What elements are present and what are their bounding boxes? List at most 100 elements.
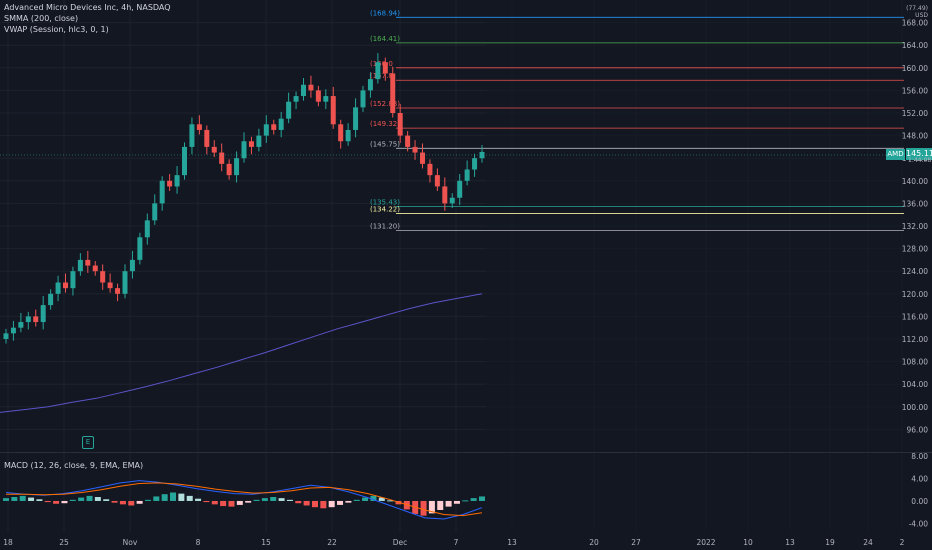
candle-body [204,129,210,147]
macd-histogram-bar [136,500,143,504]
candle-body [174,175,180,187]
price-tick-label: 152.00 [902,109,928,118]
macd-histogram-bar [278,498,285,501]
candle-body [315,90,321,102]
fib-level-label: (145.75) [370,140,400,148]
fib-level-label: (134.22) [370,205,400,213]
macd-tick-label: 8.00 [911,452,928,461]
time-tick-label: 18 [3,538,13,547]
candle-body [405,135,411,147]
price-tick-label: 100.00 [902,403,928,412]
candle-body [427,163,433,176]
price-tick-label: 132.00 [902,222,928,231]
price-tick-label: 140.00 [902,177,928,186]
macd-histogram-bar [270,497,277,501]
price-tick-label: 148.00 [902,132,928,141]
price-tick-label: 96.00 [907,425,929,434]
macd-tick-label: 4.00 [911,474,928,483]
macd-histogram-bar [286,499,293,501]
candle-body [70,271,76,289]
candle-body [442,186,448,204]
price-tick-label: 116.00 [902,312,928,321]
currency-label: (77.49) USD [906,5,928,19]
legend-smma[interactable]: SMMA (200, close) [4,14,79,23]
fib-levels: (168.94) (164.41) (160.0 (157.8 (152.88) (149… [370,9,904,231]
price-tick-label: 108.00 [902,358,928,367]
macd-histogram-bar [153,496,160,501]
candle-body [241,141,247,159]
candle-body [55,282,61,294]
macd-histogram-bar [36,499,43,501]
candle-body [144,220,150,238]
fib-level-label: (131.20) [370,223,400,231]
time-tick-label: 15 [261,538,271,547]
macd-histogram-bar [445,500,452,507]
candle-body [122,271,128,294]
legend-title[interactable]: Advanced Micro Devices Inc, 4h, NASDAQ [4,3,171,12]
price-tick-label: 128.00 [902,245,928,254]
macd-histogram-bar [69,499,76,501]
time-tick-label: 8 [196,538,201,547]
price-tick-label: 120.00 [902,290,928,299]
candle-body [434,175,440,187]
price-tick-label: 156.00 [902,86,928,95]
macd-line [5,480,483,520]
macd-histogram-bar [245,500,252,503]
legend-vwap[interactable]: VWAP (Session, hlc3, 0, 1) [4,25,109,34]
candle-body [234,158,240,176]
earnings-icon[interactable]: E [82,436,94,449]
candle-body [301,84,306,97]
time-tick-label: 20 [589,538,599,547]
macd-histogram-bar [111,500,118,503]
candle-body [226,163,232,176]
price-axis[interactable]: 168.00164.00160.00156.00152.00148.00144.… [902,19,928,435]
time-tick-label: 27 [631,538,641,547]
macd-histogram-bar [428,500,435,514]
fib-level-label: (149.32) [370,120,400,128]
macd-histogram-bar [119,500,126,505]
macd-histogram-bar [53,500,60,504]
macd-histogram-bar [353,499,360,501]
macd-histogram-bar [420,500,427,516]
candle-body [107,282,113,289]
candle-body [100,271,106,283]
candle-body [33,316,39,323]
candle-body [464,169,470,181]
fib-level-label: (135.43) [370,199,400,207]
future-area [486,0,904,532]
time-tick-label: 25 [59,538,69,547]
time-tick-label: 24 [863,538,873,547]
macd-histogram-bar [437,500,444,510]
candle-body [449,197,455,204]
candle-body [115,288,121,294]
macd-histogram-bar [19,495,26,501]
time-tick-label: 7 [454,538,459,547]
macd-histogram-bar [320,500,327,509]
candle-body [137,237,143,260]
macd-histogram-bar [311,500,318,508]
candles [3,53,485,344]
fib-level-label: (160.0 [370,60,393,68]
macd-histogram-bar [170,492,177,501]
candle-body [457,180,463,198]
macd-histogram-bar [453,500,460,504]
candle-body [330,96,336,125]
macd-histogram-bar [144,499,151,501]
macd-histogram-bar [103,499,110,501]
fib-level-label: (164.41) [370,35,400,43]
price-tick-label: 160.00 [902,64,928,73]
candle-body [189,124,195,147]
candle-body [25,316,31,323]
macd-signal-line [6,482,483,517]
candle-body [167,180,173,187]
macd-histogram-bar [203,500,210,503]
time-tick-label: 19 [825,538,835,547]
macd-histogram-bar [479,496,485,501]
candle-body [278,118,284,130]
legend-macd[interactable]: MACD (12, 26, close, 9, EMA, EMA) [4,461,144,470]
candle-body [479,151,485,159]
time-axis[interactable]: 18 25 Nov 8 15 22 Dec 7 13 20 27 2022 10 13 19 24 2 [3,538,904,547]
candle-body [382,62,388,74]
price-tick-label: 136.00 [902,199,928,208]
